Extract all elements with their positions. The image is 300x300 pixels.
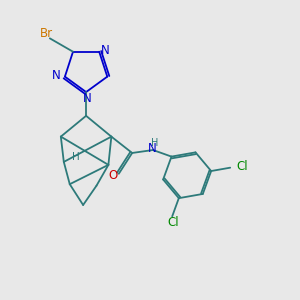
Text: N: N [83, 92, 92, 105]
Text: Cl: Cl [167, 216, 179, 230]
Text: H: H [151, 139, 158, 148]
Text: H: H [72, 152, 80, 162]
Text: O: O [109, 169, 118, 182]
Text: N: N [52, 69, 61, 82]
Text: Cl: Cl [236, 160, 248, 173]
Text: N: N [148, 142, 157, 155]
Text: N: N [101, 44, 110, 57]
Text: Br: Br [40, 27, 53, 40]
